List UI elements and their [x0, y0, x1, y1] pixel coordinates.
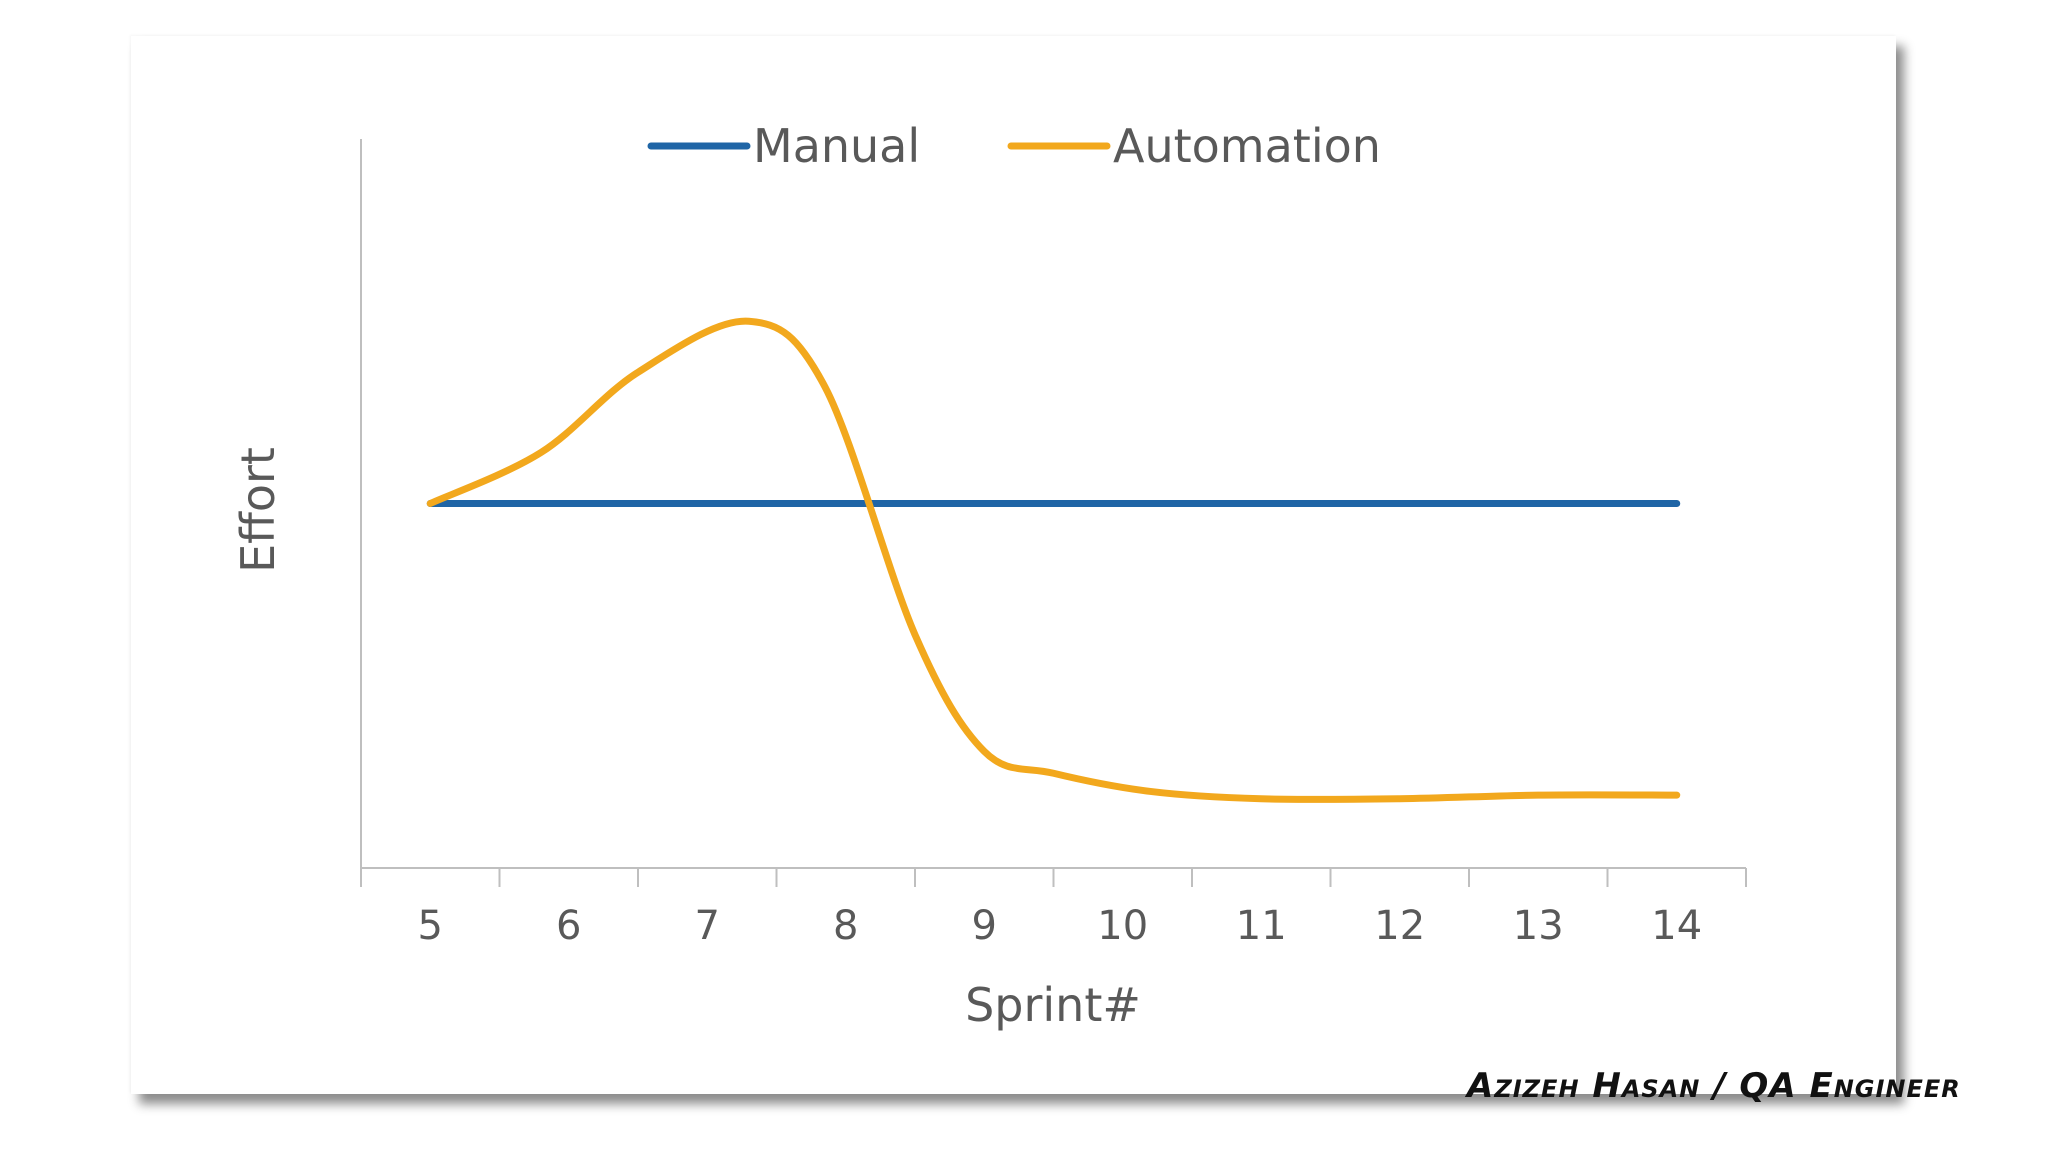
line-chart: 5 6 7 8 9 10 11 12 13 14 Manual Automation Sprint#…: [231, 119, 1747, 1032]
legend: Manual Automation: [647, 119, 1381, 173]
legend-label-manual: Manual: [753, 119, 920, 173]
x-tick-label: 7: [695, 903, 720, 949]
x-tick-label: 14: [1651, 903, 1702, 949]
y-axis-title: Effort: [231, 447, 285, 573]
x-ticks: 5 6 7 8 9 10 11 12 13 14: [360, 868, 1747, 949]
x-tick-label: 11: [1236, 903, 1287, 949]
author-credit: Azizeh Hasan / QA Engineer: [1467, 1066, 1961, 1106]
x-tick-label: 8: [833, 903, 858, 949]
x-tick-label: 6: [556, 903, 581, 949]
x-tick-label: 13: [1513, 903, 1564, 949]
x-tick-label: 10: [1097, 903, 1148, 949]
legend-label-automation: Automation: [1113, 119, 1381, 173]
x-axis-title: Sprint#: [965, 978, 1141, 1032]
axis-titles: Sprint# Effort: [231, 447, 1141, 1032]
x-tick-label: 5: [418, 903, 443, 949]
chart-card: 5 6 7 8 9 10 11 12 13 14 Manual Automation Sprint#…: [131, 36, 1960, 1106]
x-tick-label: 12: [1374, 903, 1425, 949]
series-line-automation: [426, 317, 1681, 803]
x-tick-label: 9: [972, 903, 997, 949]
series-layer: [426, 317, 1681, 803]
